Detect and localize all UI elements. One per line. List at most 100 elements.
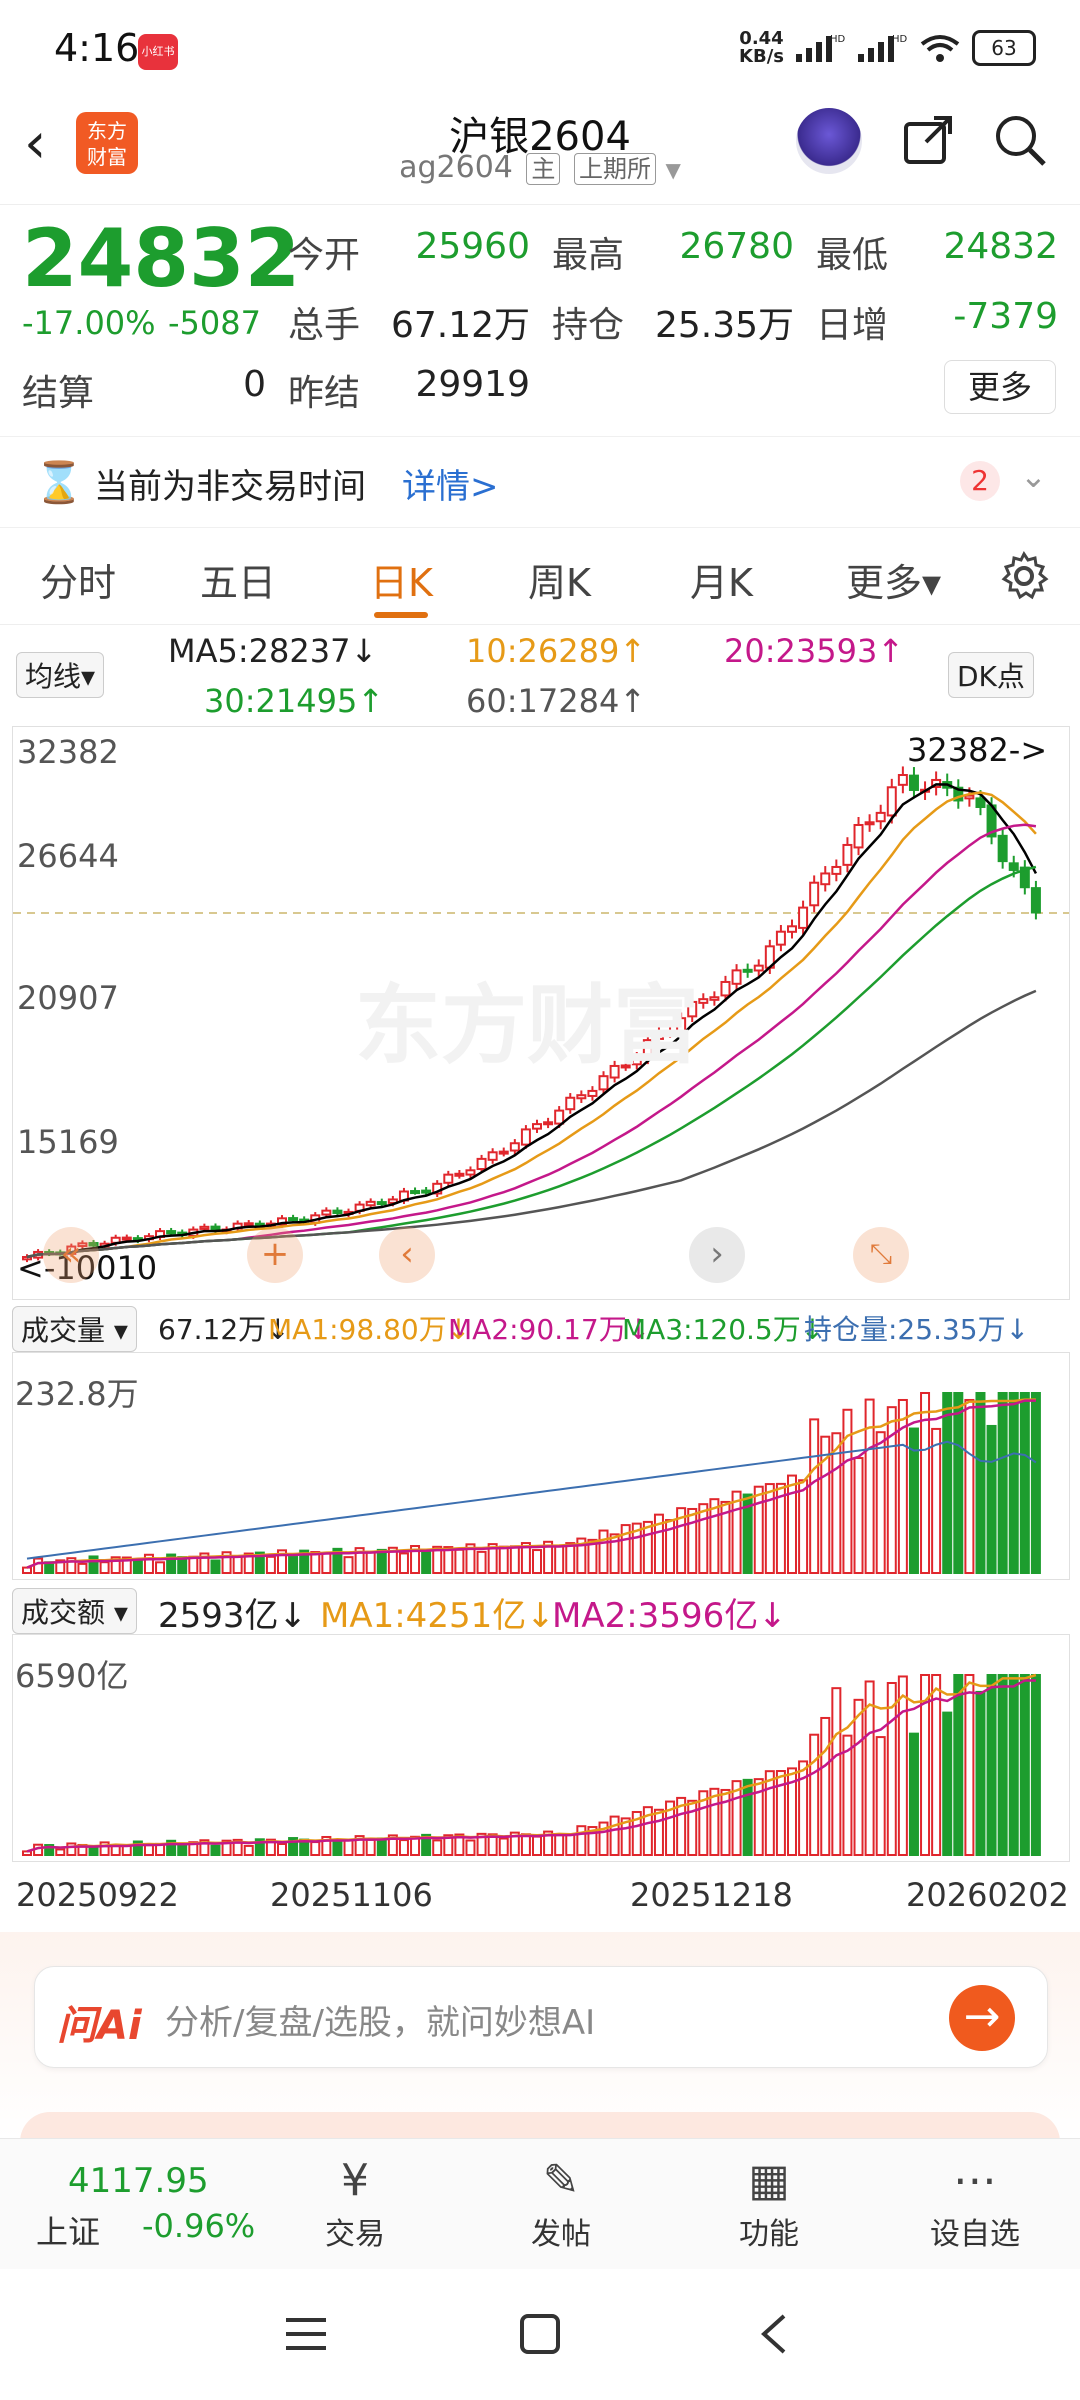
candle [820,872,831,886]
volume-bar [22,1566,32,1575]
trading-notice[interactable]: ⌛ 当前为非交易时间 详情> 2 ⌄ [0,436,1080,528]
wifi-icon [920,35,960,62]
candle [565,1096,576,1111]
tab-weekly-k[interactable]: 周K [528,561,591,605]
candle [576,1094,587,1100]
volume-bar [509,1545,520,1575]
volume-bar [421,1833,432,1857]
volume-bar [387,1546,398,1575]
volume-chart[interactable]: 232.8万 [12,1352,1070,1580]
tab-more[interactable]: 更多▾ [846,561,942,605]
volume-bar [254,1838,265,1857]
volume-bar [321,1552,332,1575]
ai-search-input[interactable]: 分析/复盘/选股，就问妙想AI [165,2003,596,2043]
volume-bar [454,1833,465,1857]
assistant-avatar[interactable] [796,108,862,174]
more-quote-button[interactable]: 更多 [944,360,1056,414]
volume-bar [598,1821,609,1856]
volume-bar [277,1842,287,1857]
volume-bar [532,1835,542,1857]
candle [587,1089,598,1097]
tab-five-day[interactable]: 五日 [200,561,277,605]
volume-bar [520,1833,531,1857]
status-time: 4:16 [54,26,140,70]
volume-bar [476,1550,487,1574]
watermark-logo: 东方财富 [355,976,699,1076]
candle [975,797,986,808]
ma-selector[interactable]: 均线▾ [16,652,105,698]
ai-search-bar[interactable]: 问Ai 分析/复盘/选股，就问妙想AI → [34,1966,1048,2068]
candle [864,821,875,826]
nav-functions[interactable]: ▦ 功能 [704,2153,834,2253]
candle [687,1000,698,1018]
settings-gear-icon[interactable] [998,550,1050,602]
scroll-left-icon[interactable]: ‹ [379,1227,435,1283]
volume-bar [787,1474,797,1574]
contract-subtitle[interactable]: ag2604 主 上期所 ▼ [330,150,750,185]
arrow-right-icon[interactable]: → [949,1985,1015,2051]
candle [199,1225,210,1230]
brand-logo[interactable]: 东方 财富 [76,112,138,174]
share-icon[interactable] [898,110,958,170]
volume-current: 67.12万↓ [158,1313,290,1346]
notice-detail-link[interactable]: 详情> [402,467,499,507]
tab-daily-k[interactable]: 日K [370,561,433,605]
volume-bar [698,1503,709,1574]
menu-icon[interactable] [284,2314,328,2354]
date-tick-2: 20251106 [270,1876,433,1914]
candle [277,1217,287,1226]
tab-monthly-k[interactable]: 月K [690,561,753,605]
volume-bar [687,1507,698,1574]
scroll-start-icon[interactable]: « [43,1227,99,1283]
home-icon[interactable] [518,2312,562,2356]
back-icon[interactable]: ‹ [24,111,47,176]
open-interest-series: 持仓量:25.35万↓ [804,1313,1030,1346]
tab-intraday[interactable]: 分时 [40,561,117,605]
nav-trade[interactable]: ¥ 交易 [290,2153,420,2253]
fullscreen-icon[interactable]: ⤡ [853,1227,909,1283]
chevron-down-icon[interactable]: ⌄ [1020,457,1047,495]
back-nav-icon[interactable] [756,2312,792,2356]
candle [88,1242,99,1247]
scroll-right-icon[interactable]: › [689,1227,745,1283]
nav-post[interactable]: ✎ 发帖 [496,2153,626,2253]
volume-bar [365,1838,376,1857]
volume-ma-line [26,1679,1036,1853]
change-amount: -5087 [168,304,261,342]
volume-bar [365,1550,376,1575]
candle [964,794,975,800]
candle [798,906,809,929]
volume-bar [1008,1392,1019,1574]
exchange-tag: 上期所 [573,153,656,185]
volume-bar [398,1839,409,1856]
change-percent: -17.00% [22,304,156,342]
volume-bar [254,1551,265,1575]
grid-icon: ▦ [748,2155,790,2206]
volume-max-label: 232.8万 [15,1375,139,1413]
volume-bar [864,1680,875,1856]
volume-bar [243,1552,254,1574]
candle [676,1017,687,1034]
volume-bar [221,1551,232,1575]
amount-indicator-selector[interactable]: 成交额 ▾ [12,1588,137,1634]
volume-bar [243,1844,254,1856]
open-value: 25960 [415,226,530,267]
volume-indicator-selector[interactable]: 成交量 ▾ [12,1306,137,1352]
volume-bar [498,1837,509,1856]
amount-chart[interactable]: 6590亿 [12,1634,1070,1862]
candle [321,1209,332,1216]
nav-add-watchlist[interactable]: ⋯ 设自选 [910,2153,1040,2253]
candle [731,969,742,985]
amount-svg [22,1673,1041,1857]
kline-chart[interactable]: 东方财富 32382 26644 20907 15169 32382-> <-1… [12,726,1070,1300]
volume-bar [897,1675,908,1856]
search-icon[interactable] [990,110,1050,170]
volume-bar [853,1698,864,1856]
zoom-in-icon[interactable]: + [247,1227,303,1283]
volume-bar [88,1846,99,1856]
ma10-line [26,791,1037,1259]
dk-point-toggle[interactable]: DK点 [948,652,1034,698]
candle [698,998,709,1004]
daily-change-value: -7379 [953,296,1058,337]
candle [376,1201,387,1206]
